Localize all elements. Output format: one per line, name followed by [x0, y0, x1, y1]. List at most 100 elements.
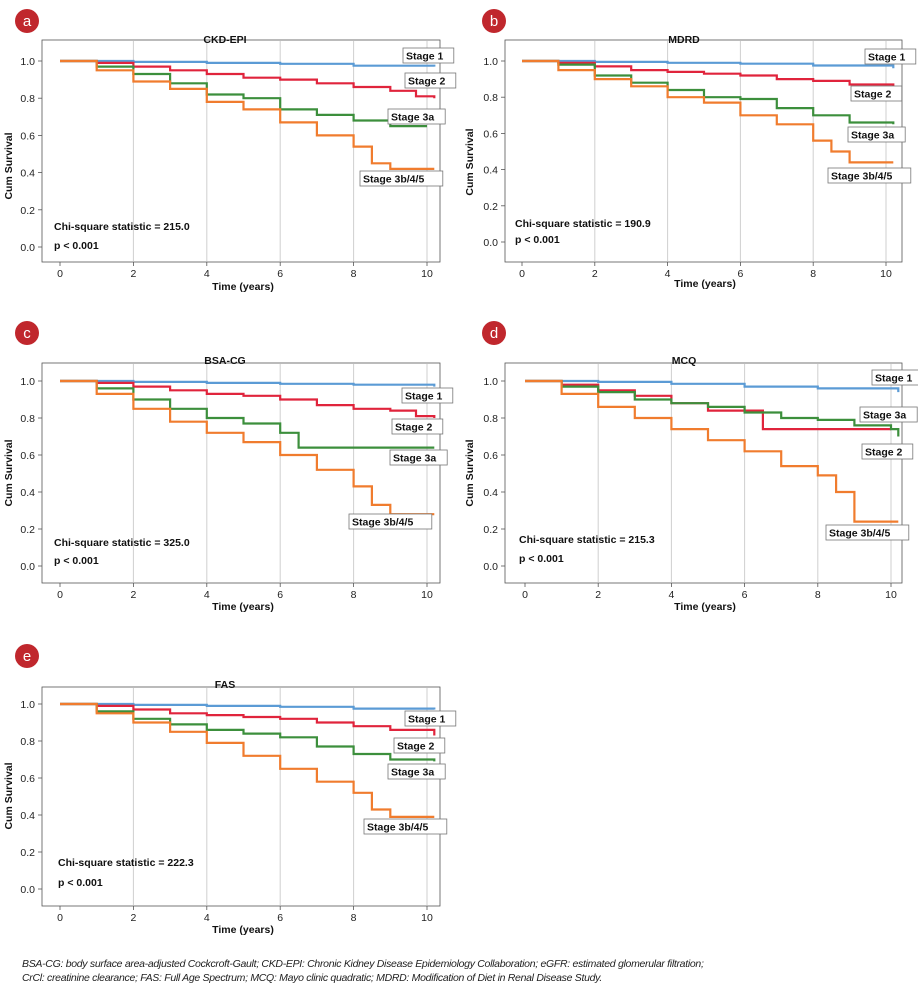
x-tick-label: 2: [130, 268, 136, 280]
series-line-stage-3a: [60, 379, 435, 449]
series-line-stage-3a: [525, 379, 900, 437]
series-line-stage-3b-4-5: [60, 59, 435, 170]
y-tick-label: 0.2: [20, 205, 35, 217]
chart-title: MDRD: [668, 34, 700, 46]
x-tick-label: 2: [592, 268, 598, 280]
x-tick-label: 4: [204, 268, 210, 280]
y-tick-label: 0.8: [483, 92, 498, 104]
plot-frame: [41, 362, 441, 584]
stage-label-box: [850, 85, 903, 102]
stage-label-box: [402, 47, 455, 64]
y-axis-label: Cum Survival: [464, 128, 476, 195]
panel-badge: [15, 644, 39, 668]
stage-label-stage-1: Stage 1: [408, 714, 446, 726]
y-tick-label: 0.4: [483, 487, 498, 499]
plot-frame: [41, 39, 441, 263]
chart-title: FAS: [215, 679, 235, 691]
y-tick-label: 0.2: [20, 847, 35, 859]
series-line-stage-2: [60, 379, 436, 418]
stage-label-stage-1: Stage 1: [406, 51, 444, 63]
x-tick-label: 4: [665, 268, 671, 280]
stage-label-stage-3a: Stage 3a: [863, 410, 906, 422]
x-axis-label: Time (years): [674, 601, 736, 613]
stage-label-box: [393, 737, 446, 754]
y-tick-label: 0.4: [20, 810, 35, 822]
x-tick-label: 0: [57, 589, 63, 601]
x-tick-label: 2: [595, 589, 601, 601]
stage-label-box: [363, 818, 448, 835]
y-tick-label: 0.8: [20, 736, 35, 748]
panel-badge-letter: e: [23, 648, 31, 665]
x-tick-label: 4: [668, 589, 674, 601]
y-tick-label: 0.8: [20, 93, 35, 105]
stage-label-box: [861, 443, 914, 460]
y-axis-label: Cum Survival: [3, 132, 15, 199]
x-tick-label: 0: [57, 268, 63, 280]
stage-label-stage-3a: Stage 3a: [391, 112, 434, 124]
panel-badge: [482, 321, 506, 345]
stage-label-stage-3a: Stage 3a: [393, 453, 436, 465]
stage-label-stage-1: Stage 1: [405, 391, 443, 403]
x-tick-label: 8: [810, 268, 816, 280]
stage-label-stage-1: Stage 1: [868, 52, 906, 64]
x-tick-label: 2: [130, 589, 136, 601]
x-tick-label: 8: [351, 912, 357, 924]
y-tick-label: 0.8: [483, 413, 498, 425]
x-tick-label: 2: [130, 912, 136, 924]
y-tick-label: 0.0: [20, 242, 35, 254]
stage-label-box: [825, 524, 910, 541]
series-line-stage-1: [522, 59, 895, 69]
y-tick-label: 0.4: [20, 487, 35, 499]
series-line-stage-1: [60, 702, 436, 710]
stage-label-box: [864, 48, 917, 65]
stage-label-stage-1: Stage 1: [875, 373, 913, 385]
caption-line-2: CrCl: creatinine clearance; FAS: Full Ag…: [22, 972, 602, 984]
x-axis-label: Time (years): [212, 281, 274, 293]
panel-badge-letter: b: [490, 13, 498, 30]
stage-label-box: [387, 108, 446, 125]
stage-label-stage-3b-4-5: Stage 3b/4/5: [352, 517, 413, 529]
x-tick-label: 4: [204, 912, 210, 924]
x-tick-label: 6: [277, 268, 283, 280]
stage-label-box: [404, 72, 457, 89]
panel-c: c 0 2 4 6 8 10 0.0 0.2 0.4 0.6 0.8 1.0 BSA-CG Time (ye…: [3, 321, 454, 613]
x-tick-label: 6: [277, 912, 283, 924]
series-line-stage-3b-4-5: [60, 379, 435, 516]
series-line-stage-3b-4-5: [522, 59, 894, 164]
stage-label-box: [387, 763, 446, 780]
x-axis-label: Time (years): [674, 278, 736, 290]
panel-b: b 0 2 4 6 8 10 0.0 0.2 0.4 0.6 0.8 1.0 MDRD Time (year…: [464, 9, 917, 290]
x-tick-label: 4: [204, 589, 210, 601]
y-tick-label: 1.0: [20, 699, 35, 711]
caption-line-1: BSA-CG: body surface area-adjusted Cockc…: [22, 958, 704, 970]
y-tick-label: 0.6: [20, 130, 35, 142]
stage-label-box: [847, 126, 906, 143]
series-line-stage-3b-4-5: [525, 379, 899, 523]
stage-label-stage-3b-4-5: Stage 3b/4/5: [831, 171, 892, 183]
y-tick-label: 0.6: [20, 450, 35, 462]
y-tick-label: 0.0: [20, 884, 35, 896]
stage-label-stage-2: Stage 2: [865, 447, 903, 459]
chi-square-statistic: Chi-square statistic = 222.3: [58, 857, 194, 869]
chi-square-statistic: Chi-square statistic = 325.0: [54, 537, 190, 549]
y-axis-label: Cum Survival: [3, 439, 15, 506]
stage-label-stage-3b-4-5: Stage 3b/4/5: [367, 822, 428, 834]
p-value: p < 0.001: [54, 240, 99, 252]
y-tick-label: 0.6: [483, 450, 498, 462]
y-tick-label: 0.0: [483, 561, 498, 573]
chart-title: CKD-EPI: [203, 34, 246, 46]
y-tick-label: 0.0: [483, 237, 498, 249]
stage-label-box: [389, 449, 448, 466]
y-tick-label: 0.2: [20, 524, 35, 536]
x-tick-label: 10: [421, 589, 433, 601]
y-tick-label: 0.2: [483, 201, 498, 213]
y-tick-label: 0.4: [483, 165, 498, 177]
panel-badge: [482, 9, 506, 33]
stage-label-stage-2: Stage 2: [395, 422, 433, 434]
y-tick-label: 0.8: [20, 413, 35, 425]
y-tick-label: 0.0: [20, 561, 35, 573]
chart-title: BSA-CG: [204, 355, 245, 367]
stage-label-box: [391, 418, 444, 435]
y-tick-label: 0.6: [20, 773, 35, 785]
panel-a: a 0 2 4 6 8 10 0.0 0.2 0.4 0.6 0.8 1.0 CKD-EPI Time (y…: [3, 9, 457, 293]
